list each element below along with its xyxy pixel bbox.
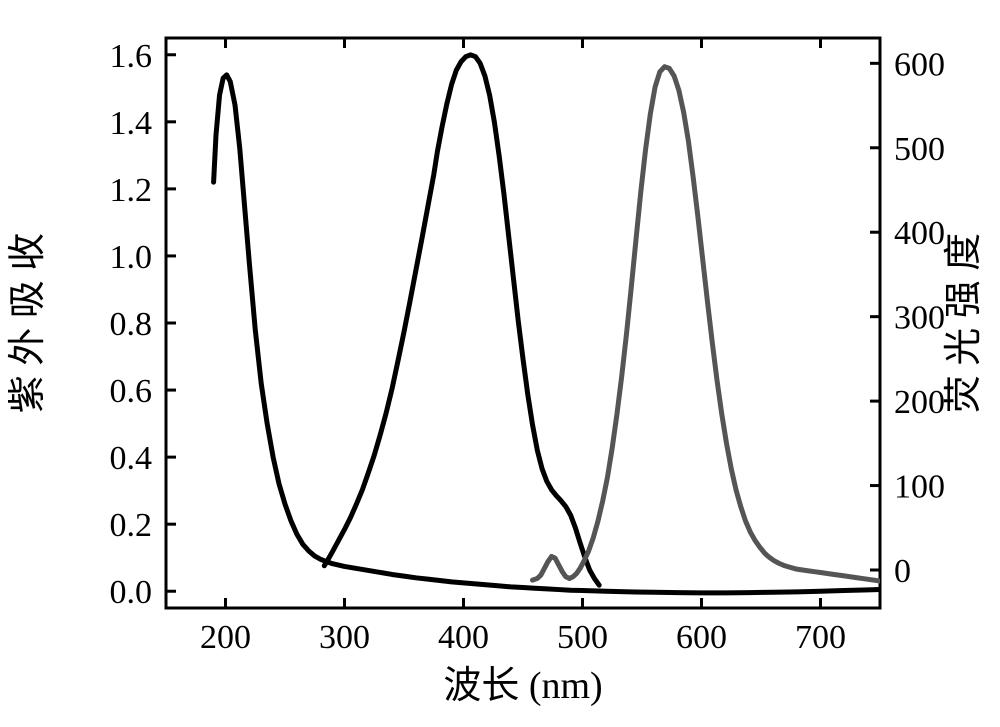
y-left-tick-label: 0.0 <box>110 574 153 611</box>
y-right-tick-label: 0 <box>894 553 911 590</box>
y-right-tick-label: 200 <box>894 384 945 421</box>
y-right-tick-label: 300 <box>894 300 945 337</box>
y-left-tick-label: 0.8 <box>110 306 153 343</box>
y-left-tick-label: 0.6 <box>110 373 153 410</box>
chart-container: 200 300 400 500 600 700 0.0 0.2 0.4 0.6 0.8 1.0 1.2 1… <box>0 0 1000 727</box>
x-tick-label: 700 <box>795 619 846 656</box>
y-left-tick-label: 1.0 <box>110 239 153 276</box>
y-right-axis-label: 荧 光 强 度 <box>943 233 985 414</box>
y-right-tick-label: 100 <box>894 469 945 506</box>
y-right-tick-label: 400 <box>894 215 945 252</box>
y-left-axis-label: 紫 外 吸 收 <box>7 233 49 414</box>
x-tick-label: 400 <box>438 619 489 656</box>
x-tick-label: 200 <box>200 619 251 656</box>
y-left-tick-label: 0.4 <box>110 440 153 477</box>
y-left-tick-label: 1.6 <box>110 38 153 75</box>
y-left-tick-label: 1.2 <box>110 172 153 209</box>
x-tick-label: 500 <box>557 619 608 656</box>
y-right-tick-label: 600 <box>894 46 945 83</box>
y-left-tick-label: 1.4 <box>110 105 153 142</box>
y-right-tick-label: 500 <box>894 131 945 168</box>
x-axis-label: 波长 (nm) <box>443 665 602 707</box>
chart-svg: 200 300 400 500 600 700 0.0 0.2 0.4 0.6 0.8 1.0 1.2 1… <box>0 0 1000 727</box>
y-left-tick-label: 0.2 <box>110 507 153 544</box>
x-tick-label: 300 <box>319 619 370 656</box>
x-tick-label: 600 <box>676 619 727 656</box>
